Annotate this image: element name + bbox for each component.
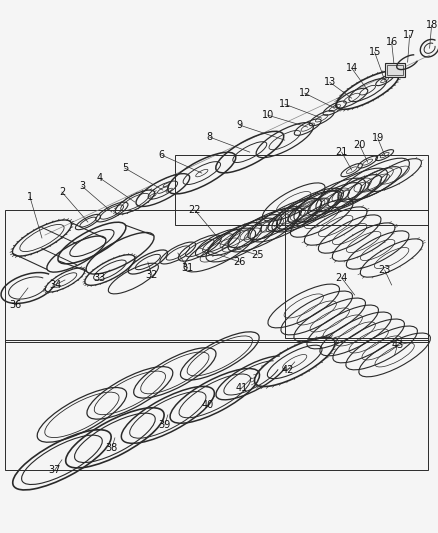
Text: 9: 9 bbox=[237, 120, 243, 130]
Bar bbox=[387, 65, 403, 75]
Bar bbox=[385, 63, 405, 77]
Text: 1: 1 bbox=[27, 192, 33, 202]
Text: 31: 31 bbox=[182, 263, 194, 273]
Text: 42: 42 bbox=[282, 365, 294, 375]
Text: 8: 8 bbox=[207, 132, 213, 142]
Bar bbox=[175, 155, 427, 225]
Bar bbox=[5, 210, 427, 342]
Text: 2: 2 bbox=[59, 187, 65, 197]
Text: 12: 12 bbox=[299, 88, 311, 98]
Text: 21: 21 bbox=[336, 147, 348, 157]
Text: 14: 14 bbox=[346, 63, 358, 73]
Text: 13: 13 bbox=[324, 77, 336, 87]
Text: 4: 4 bbox=[97, 173, 103, 183]
Text: 40: 40 bbox=[201, 400, 214, 410]
Text: 10: 10 bbox=[261, 110, 274, 120]
Text: 32: 32 bbox=[146, 270, 158, 280]
Text: 24: 24 bbox=[336, 273, 348, 283]
Text: 36: 36 bbox=[9, 300, 21, 310]
Text: 26: 26 bbox=[233, 257, 246, 267]
Text: 22: 22 bbox=[189, 205, 201, 215]
Text: 20: 20 bbox=[353, 140, 366, 150]
Text: 19: 19 bbox=[371, 133, 384, 143]
Text: 17: 17 bbox=[403, 30, 416, 40]
Bar bbox=[285, 210, 427, 338]
Text: 34: 34 bbox=[49, 280, 61, 290]
Text: 18: 18 bbox=[425, 20, 438, 30]
Text: 41: 41 bbox=[236, 383, 248, 393]
Text: 23: 23 bbox=[378, 265, 391, 275]
Text: 33: 33 bbox=[94, 273, 106, 283]
Text: 39: 39 bbox=[159, 420, 171, 430]
Text: 37: 37 bbox=[49, 465, 61, 475]
Text: 6: 6 bbox=[159, 150, 165, 160]
Text: 38: 38 bbox=[106, 443, 118, 453]
Text: 16: 16 bbox=[385, 37, 398, 47]
Text: 15: 15 bbox=[368, 47, 381, 57]
Text: 3: 3 bbox=[79, 181, 85, 191]
Text: 11: 11 bbox=[279, 99, 291, 109]
Text: 5: 5 bbox=[122, 163, 128, 173]
Bar bbox=[5, 340, 427, 470]
Text: 43: 43 bbox=[392, 340, 404, 350]
Text: 25: 25 bbox=[251, 250, 264, 260]
